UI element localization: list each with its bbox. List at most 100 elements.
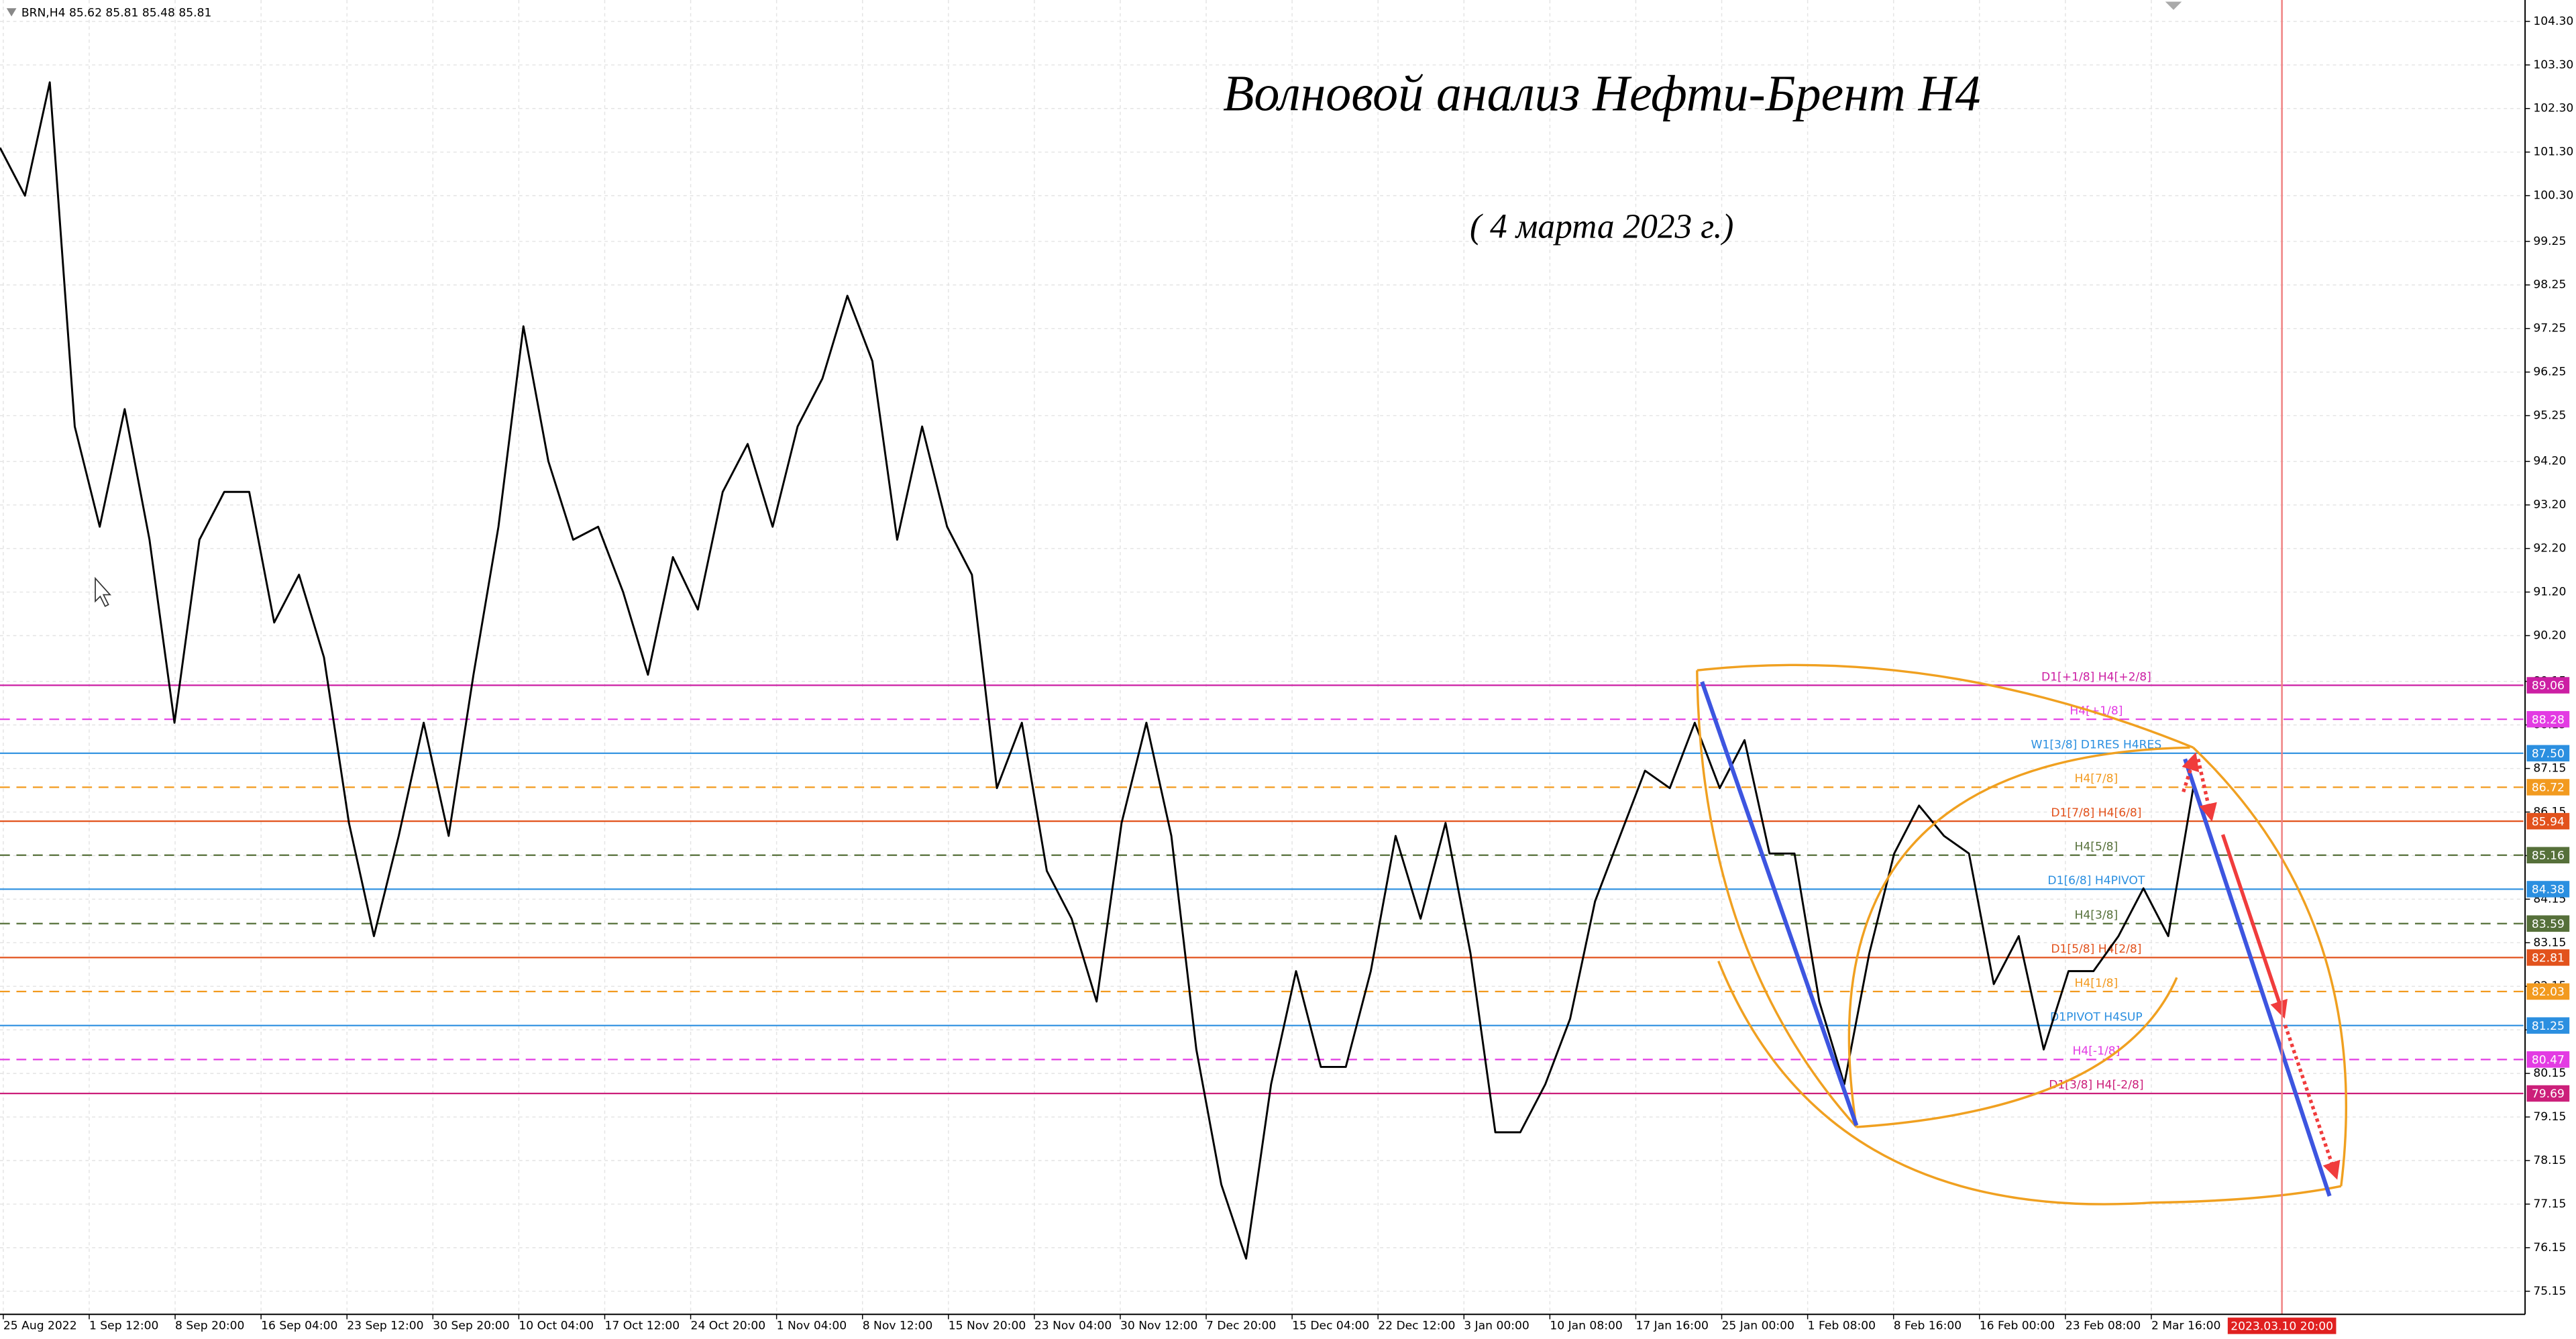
level-label: W1[3/8] D1RES H4RES	[2031, 739, 2162, 752]
level-label: H4[1/8]	[2075, 977, 2118, 990]
y-tick-label: 98.25	[2533, 278, 2566, 292]
level-label: H4[5/8]	[2075, 841, 2118, 854]
x-tick-label: 8 Sep 20:00	[175, 1319, 244, 1332]
x-tick-label: 2 Mar 16:00	[2151, 1319, 2220, 1332]
price-tag-label: 89.06	[2532, 680, 2565, 693]
price-tag	[2526, 710, 2570, 728]
x-tick-label: 1 Feb 08:00	[1808, 1319, 1876, 1332]
y-tick-label: 77.15	[2533, 1197, 2566, 1211]
mouse-cursor	[95, 576, 112, 607]
price-tag-label: 82.81	[2532, 952, 2565, 965]
price-line	[0, 81, 2194, 1260]
price-tag-label: 85.16	[2532, 849, 2565, 863]
wave-lines	[1700, 681, 2332, 1197]
x-tick-label: 8 Nov 12:00	[863, 1319, 933, 1332]
symbol-header: BRN,H4 85.62 85.81 85.48 85.81	[21, 7, 212, 20]
y-tick-label: 104.30	[2533, 15, 2573, 28]
price-tag-label: 88.28	[2532, 713, 2565, 727]
x-tick-label: 23 Sep 12:00	[347, 1319, 423, 1332]
chart-subtitle: ( 4 марта 2023 г.)	[1470, 208, 1733, 246]
x-tick-label: 22 Dec 12:00	[1378, 1319, 1455, 1332]
y-tick-label: 80.15	[2533, 1067, 2566, 1080]
level-label: D1[6/8] H4PIVOT	[2047, 874, 2145, 888]
level-label: H4[7/8]	[2075, 772, 2118, 786]
y-tick-label: 95.25	[2533, 409, 2566, 423]
y-tick-label: 100.30	[2533, 189, 2573, 203]
level-label: D1[7/8] H4[6/8]	[2051, 806, 2141, 820]
x-tick-label: 17 Jan 16:00	[1635, 1319, 1708, 1332]
x-tick-label: 15 Dec 04:00	[1292, 1319, 1369, 1332]
x-tick-label: 15 Nov 20:00	[949, 1319, 1026, 1332]
x-tick-label: 1 Nov 04:00	[777, 1319, 847, 1332]
price-tag	[2526, 949, 2570, 966]
y-tick-label: 87.15	[2533, 762, 2566, 775]
y-tick-label: 96.25	[2533, 366, 2566, 379]
price-tag	[2526, 1085, 2570, 1102]
level-label: D1[5/8] H4[2/8]	[2051, 943, 2141, 956]
forecast-arrows	[2182, 752, 2341, 1180]
price-tag	[2526, 812, 2570, 830]
scroll-marker	[2165, 1, 2182, 10]
x-tick-label: 17 Oct 12:00	[604, 1319, 680, 1332]
price-tag	[2526, 847, 2570, 864]
x-tick-label: 7 Dec 20:00	[1206, 1319, 1276, 1332]
y-tick-label: 76.15	[2533, 1241, 2566, 1254]
x-tick-label: 3 Jan 00:00	[1464, 1319, 1529, 1332]
x-tick-label: 25 Aug 2022	[3, 1319, 77, 1332]
price-tag-label: 79.69	[2532, 1087, 2565, 1101]
y-tick-label: 97.25	[2533, 322, 2566, 335]
chart-title: Волновой анализ Нефти-Брент H4	[1223, 65, 1980, 121]
x-tick-label: 10 Jan 08:00	[1550, 1319, 1622, 1332]
price-tag-label: 86.72	[2532, 782, 2565, 795]
x-tick-label: 25 Jan 00:00	[1722, 1319, 1794, 1332]
x-tick-label: 30 Sep 20:00	[433, 1319, 509, 1332]
x-tick-label: 23 Feb 08:00	[2065, 1319, 2141, 1332]
price-tag	[2526, 677, 2570, 694]
time-marker-box	[2227, 1318, 2337, 1334]
x-tick-label: 30 Nov 12:00	[1120, 1319, 1197, 1332]
y-tick-label: 99.25	[2533, 235, 2566, 248]
level-label: D1[3/8] H4[-2/8]	[2049, 1079, 2143, 1092]
price-tag	[2526, 1051, 2570, 1068]
level-label: H4[-1/8]	[2072, 1045, 2120, 1058]
price-tag	[2526, 779, 2570, 796]
y-tick-label: 79.15	[2533, 1110, 2566, 1124]
x-tick-label: 1 Sep 12:00	[89, 1319, 158, 1332]
y-tick-label: 91.20	[2533, 586, 2566, 599]
x-tick-label: 16 Sep 04:00	[261, 1319, 337, 1332]
time-marker-label: 2023.03.10 20:00	[2231, 1320, 2333, 1334]
price-tag-label: 84.38	[2532, 883, 2565, 897]
chart-icon	[6, 8, 17, 17]
price-tag-label: 87.50	[2532, 747, 2565, 761]
y-tick-label: 93.20	[2533, 498, 2566, 512]
price-tag-label: 80.47	[2532, 1054, 2565, 1067]
price-tag-label: 83.59	[2532, 918, 2565, 931]
x-tick-label: 23 Nov 04:00	[1034, 1319, 1112, 1332]
y-tick-label: 102.30	[2533, 102, 2573, 115]
y-tick-label: 94.20	[2533, 455, 2566, 468]
x-tick-label: 24 Oct 20:00	[691, 1319, 766, 1332]
price-tag-label: 81.25	[2532, 1020, 2565, 1033]
y-tick-label: 78.15	[2533, 1154, 2566, 1167]
x-tick-label: 16 Feb 00:00	[1980, 1319, 2055, 1332]
price-tag	[2526, 1017, 2570, 1034]
price-tag-label: 85.94	[2532, 815, 2565, 828]
y-tick-label: 103.30	[2533, 58, 2573, 72]
y-tick-label: 101.30	[2533, 146, 2573, 159]
price-tag-label: 82.03	[2532, 985, 2565, 999]
x-tick-label: 8 Feb 16:00	[1894, 1319, 1962, 1332]
level-label: H4[3/8]	[2075, 908, 2118, 922]
level-label: D1PIVOT H4SUP	[2050, 1010, 2143, 1024]
price-tag	[2526, 881, 2570, 898]
x-tick-label: 10 Oct 04:00	[519, 1319, 594, 1332]
y-tick-label: 90.20	[2533, 629, 2566, 642]
price-tag	[2526, 915, 2570, 932]
y-tick-label: 75.15	[2533, 1285, 2566, 1298]
wave-curves	[1696, 663, 2348, 1206]
price-tag	[2526, 983, 2570, 1000]
y-tick-label: 92.20	[2533, 542, 2566, 555]
level-label: D1[+1/8] H4[+2/8]	[2041, 670, 2151, 684]
y-tick-label: 83.15	[2533, 936, 2566, 949]
